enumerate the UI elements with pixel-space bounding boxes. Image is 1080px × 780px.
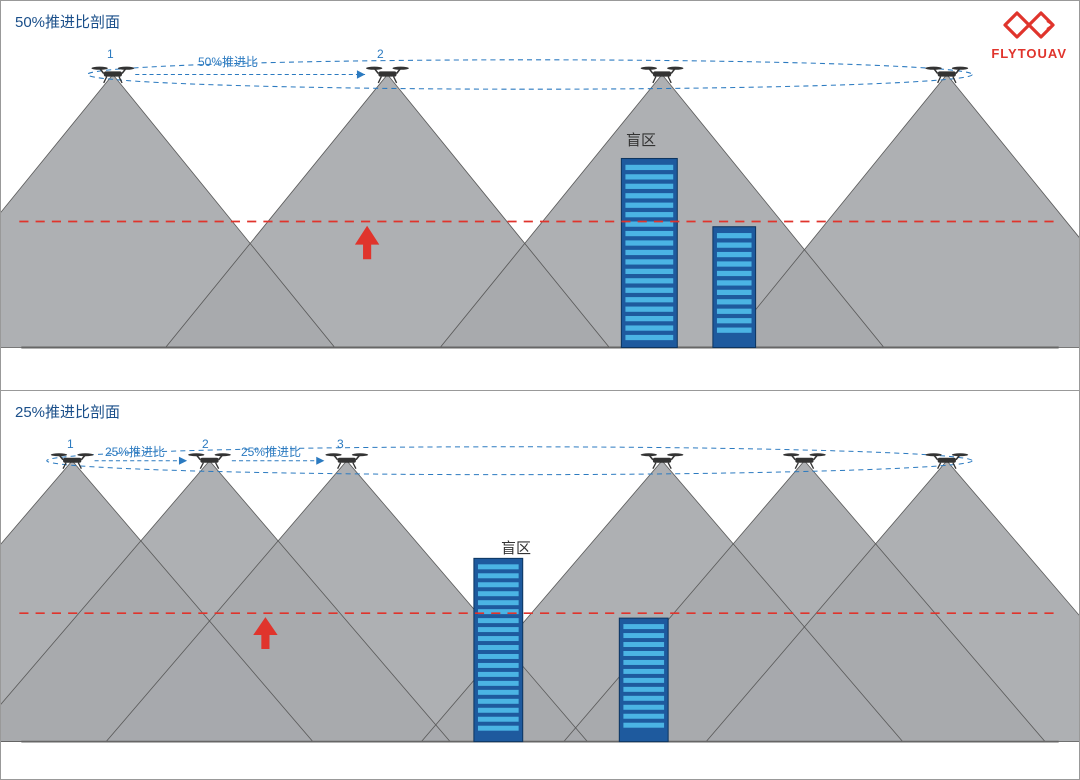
blind-zone-label: 盲区 — [501, 537, 531, 558]
advance-ratio-label: 50%推进比 — [196, 53, 260, 70]
advance-ratio-label: 25%推进比 — [239, 443, 303, 460]
brand-logo: FLYTOUAV — [991, 9, 1067, 61]
advance-ratio-label: 25%推进比 — [103, 443, 167, 460]
drone-number: 2 — [202, 437, 209, 451]
blind-zone-label: 盲区 — [626, 129, 656, 150]
panel-25-percent: 25%推进比剖面 — [1, 391, 1079, 780]
panel-title: 50%推进比剖面 — [15, 11, 120, 32]
drone-number: 3 — [337, 437, 344, 451]
panel-50-percent: 50%推进比剖面 — [1, 1, 1079, 391]
logo-text: FLYTOUAV — [991, 46, 1067, 61]
drone-number: 1 — [67, 437, 74, 451]
diagram-container: FLYTOUAV 50%推进比剖面 — [0, 0, 1080, 780]
panel-title: 25%推进比剖面 — [15, 401, 120, 422]
logo-icon — [1003, 9, 1055, 39]
drone-number: 1 — [107, 47, 114, 61]
diagram-svg-top — [1, 1, 1079, 390]
drone-number: 2 — [377, 47, 384, 61]
